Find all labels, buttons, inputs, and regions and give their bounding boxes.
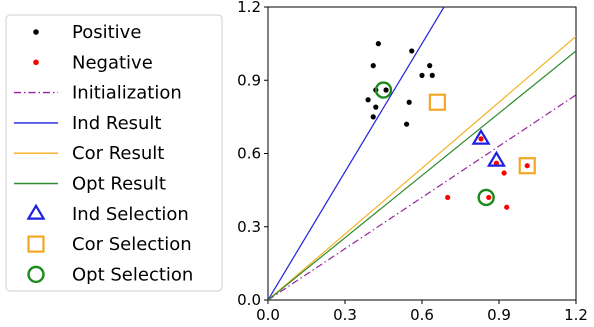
y-tick-label: 1.2 [237, 0, 261, 16]
legend-label: Initialization [72, 83, 182, 104]
point-positive [373, 104, 379, 110]
legend-item: Ind Selection [26, 203, 189, 225]
point-positive [375, 41, 381, 47]
point-positive [419, 72, 425, 78]
legend-square-marker [27, 235, 45, 253]
x-tick-label: 0.3 [333, 306, 357, 324]
y-tick-label: 0.0 [237, 291, 261, 309]
selection-square-marker [518, 157, 536, 175]
legend-label: Opt Selection [72, 264, 193, 285]
line-ind-result [268, 7, 445, 300]
point-positive [370, 114, 376, 120]
point-positive [409, 48, 415, 54]
y-tick-label: 0.6 [237, 145, 261, 163]
point-negative [504, 204, 510, 210]
point-positive [429, 72, 435, 78]
x-tick-label: 0.0 [256, 306, 280, 324]
point-positive [406, 99, 412, 105]
point-negative [524, 163, 530, 169]
plot-area: 0.0 0.3 0.6 0.9 1.2 0.0 0.3 0.6 0.9 1.2 [237, 0, 588, 324]
selection-triangle-marker [486, 150, 506, 167]
legend-label: Negative [72, 52, 153, 73]
legend-dot [33, 29, 39, 35]
legend-item: Initialization [14, 83, 182, 104]
line-opt-result [268, 50, 576, 300]
point-positive [365, 97, 371, 103]
point-positive [427, 63, 433, 69]
legend-label: Ind Selection [72, 204, 189, 225]
legend-item: Cor Selection [27, 234, 192, 255]
selection-circle-marker [374, 81, 393, 99]
legend-triangle-marker [26, 203, 46, 220]
point-positive [383, 87, 389, 93]
point-negative [486, 194, 492, 201]
legend-label: Positive [72, 22, 141, 43]
legend-label: Ind Result [72, 113, 161, 134]
selection-square-marker [428, 93, 446, 111]
y-tick-label: 0.9 [237, 71, 261, 89]
legend-item: Negative [33, 52, 153, 73]
plot-frame [267, 6, 577, 301]
legend-box [5, 14, 223, 292]
point-negative [501, 170, 507, 176]
point-positive [404, 121, 410, 127]
point-negative [478, 136, 484, 142]
legend: Positive Negative Initialization Ind Result… [5, 14, 223, 292]
legend-item: Opt Result [14, 174, 166, 195]
x-tick-label: 0.6 [410, 306, 434, 324]
legend-label: Opt Result [72, 174, 166, 195]
line-initialization [268, 94, 576, 300]
legend-circle-marker [27, 265, 45, 284]
x-tick-label: 1.2 [564, 306, 588, 324]
selection-triangle-marker [471, 128, 491, 145]
legend-label: Cor Result [72, 143, 164, 164]
result-lines [268, 7, 576, 300]
legend-item: Positive [33, 22, 141, 43]
x-tick-label: 0.9 [487, 306, 511, 324]
legend-item: Cor Result [14, 143, 164, 164]
legend-dot [33, 59, 39, 66]
legend-item: Ind Result [14, 113, 161, 134]
y-tick-label: 0.3 [237, 218, 261, 236]
point-negative [445, 194, 451, 201]
legend-label: Cor Selection [72, 234, 192, 255]
selection-circle-marker [477, 188, 495, 207]
line-cor-result [268, 35, 576, 300]
legend-item: Opt Selection [27, 264, 193, 285]
point-positive [370, 63, 376, 69]
